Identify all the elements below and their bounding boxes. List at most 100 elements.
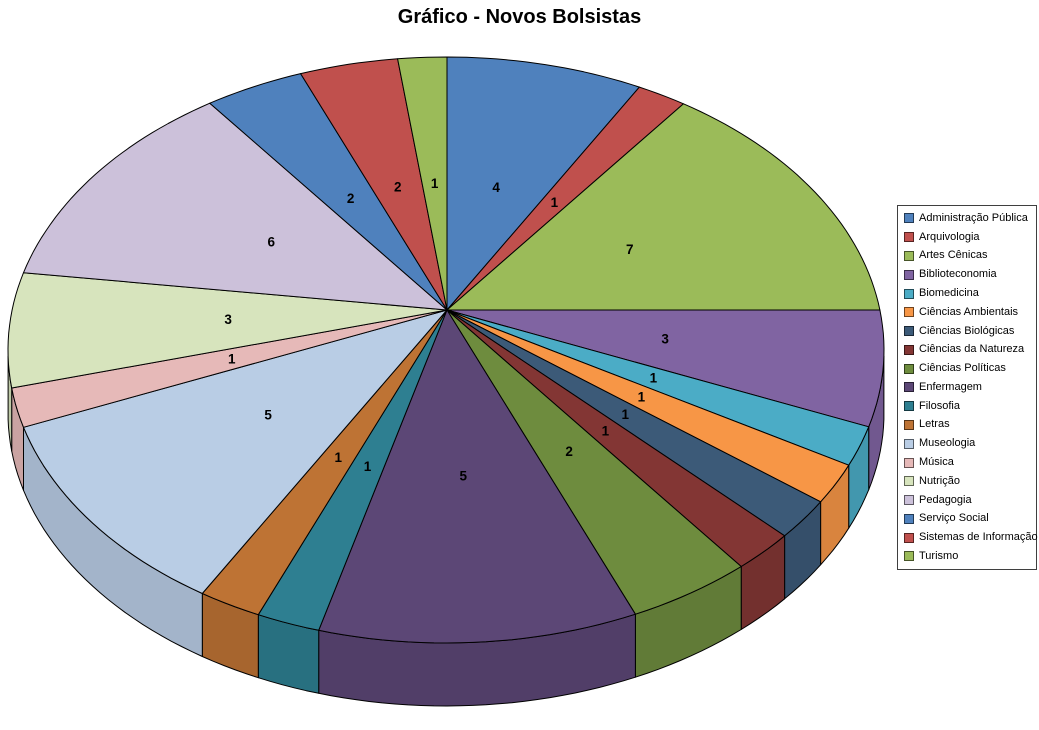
slice-value-label: 5 xyxy=(264,408,272,423)
legend-swatch xyxy=(904,288,914,299)
pie-slice xyxy=(11,309,448,428)
legend-swatch xyxy=(904,269,914,280)
legend-item: Ciências Biológicas xyxy=(904,324,1034,337)
legend-label: Ciências Biológicas xyxy=(919,324,1015,337)
slice-value-label: 1 xyxy=(602,423,610,438)
legend-item: Ciências da Natureza xyxy=(904,344,1034,355)
slice-value-label: 1 xyxy=(364,459,372,474)
slice-value-label: 1 xyxy=(335,450,343,465)
slice-value-label: 1 xyxy=(431,176,439,191)
pie-slice xyxy=(446,309,742,615)
pie-slice xyxy=(446,56,640,311)
pie-slice xyxy=(446,309,786,567)
pie-slice xyxy=(446,309,822,537)
legend-item: Biomedicina xyxy=(904,288,1034,299)
legend-label: Pedagogia xyxy=(919,493,972,506)
legend-swatch xyxy=(904,495,914,506)
legend-item: Pedagogia xyxy=(904,493,1034,506)
legend-label: Enfermagem xyxy=(919,380,982,393)
legend-swatch xyxy=(904,326,914,337)
legend-item: Turismo xyxy=(904,549,1034,562)
legend-swatch xyxy=(904,457,914,468)
legend-item: Arquivologia xyxy=(904,231,1034,243)
pie-slice xyxy=(397,56,448,311)
legend-label: Música xyxy=(919,456,954,469)
legend-label: Museologia xyxy=(919,437,976,450)
slice-value-label: 2 xyxy=(565,444,573,459)
legend-label: Biblioteconomia xyxy=(919,268,997,281)
pie-slice xyxy=(446,309,885,428)
pie-slice xyxy=(23,102,448,311)
slice-value-label: 2 xyxy=(394,180,402,195)
pie-slice xyxy=(446,86,684,311)
slice-value-label: 4 xyxy=(492,180,500,195)
slice-value-label: 3 xyxy=(224,312,232,327)
legend-swatch xyxy=(904,250,914,261)
legend-item: Música xyxy=(904,457,1034,468)
legend-label: Biomedicina xyxy=(919,287,979,300)
legend-swatch xyxy=(904,382,914,393)
slice-value-label: 1 xyxy=(551,195,559,210)
pie-slice xyxy=(209,73,448,311)
pie-slice xyxy=(7,272,448,389)
chart-title: Gráfico - Novos Bolsistas xyxy=(397,6,642,28)
legend-item: Museologia xyxy=(904,438,1034,449)
legend-swatch xyxy=(904,476,914,487)
legend-label: Serviço Social xyxy=(919,512,989,525)
slice-value-label: 3 xyxy=(661,332,669,347)
pie-slice xyxy=(446,309,870,466)
legend-label: Ciências Políticas xyxy=(919,362,1006,375)
legend-label: Turismo xyxy=(919,549,959,562)
legend-label: Nutrição xyxy=(919,474,960,487)
pie-slice xyxy=(300,58,448,311)
legend: Administração Pública Arquivologia Artes C… xyxy=(897,205,1038,570)
legend-item: Serviço Social xyxy=(904,513,1034,524)
pie-slice xyxy=(446,103,881,311)
legend-swatch xyxy=(904,419,914,430)
legend-label: Artes Cênicas xyxy=(919,249,988,262)
legend-item: Ciências Políticas xyxy=(904,363,1034,374)
pie-slice xyxy=(23,309,448,594)
legend-label: Ciências da Natureza xyxy=(919,343,1025,356)
slice-value-label: 1 xyxy=(650,371,658,386)
legend-swatch xyxy=(904,363,914,374)
legend-label: Sistemas de Informação xyxy=(919,531,1038,544)
legend-item: Sistemas de Informação xyxy=(904,532,1038,543)
legend-item: Enfermagem xyxy=(904,380,1034,393)
legend-swatch xyxy=(904,307,914,318)
pie-slice xyxy=(257,309,448,631)
legend-item: Biblioteconomia xyxy=(904,269,1034,280)
legend-item: Artes Cênicas xyxy=(904,250,1034,261)
legend-swatch xyxy=(904,532,914,543)
legend-item: Letras xyxy=(904,419,1034,430)
pie-slice xyxy=(446,309,850,503)
slice-value-label: 6 xyxy=(268,235,276,250)
legend-item: Administração Pública xyxy=(904,211,1034,224)
pie-top xyxy=(7,56,885,644)
legend-item: Nutrição xyxy=(904,474,1034,487)
pie-slice xyxy=(201,309,448,616)
legend-item: Filosofia xyxy=(904,399,1034,412)
legend-swatch xyxy=(904,344,914,355)
pie-slice xyxy=(318,309,636,644)
legend-swatch xyxy=(904,438,914,449)
legend-swatch xyxy=(904,213,914,224)
legend-label: Administração Pública xyxy=(919,211,1028,224)
legend-item: Ciências Ambientais xyxy=(904,305,1034,318)
slice-value-label: 5 xyxy=(460,469,468,484)
legend-label: Filosofia xyxy=(919,399,960,412)
pie-rim xyxy=(7,355,885,707)
legend-swatch xyxy=(904,551,914,562)
legend-swatch xyxy=(904,401,914,412)
legend-swatch xyxy=(904,232,914,243)
legend-label: Ciências Ambientais xyxy=(919,305,1019,318)
slice-value-label: 7 xyxy=(626,242,634,257)
legend-label: Letras xyxy=(919,418,950,431)
slice-value-label: 2 xyxy=(347,191,355,206)
slice-value-label: 1 xyxy=(228,351,236,366)
slice-value-label: 1 xyxy=(638,389,646,404)
slice-value-label: 1 xyxy=(622,407,630,422)
